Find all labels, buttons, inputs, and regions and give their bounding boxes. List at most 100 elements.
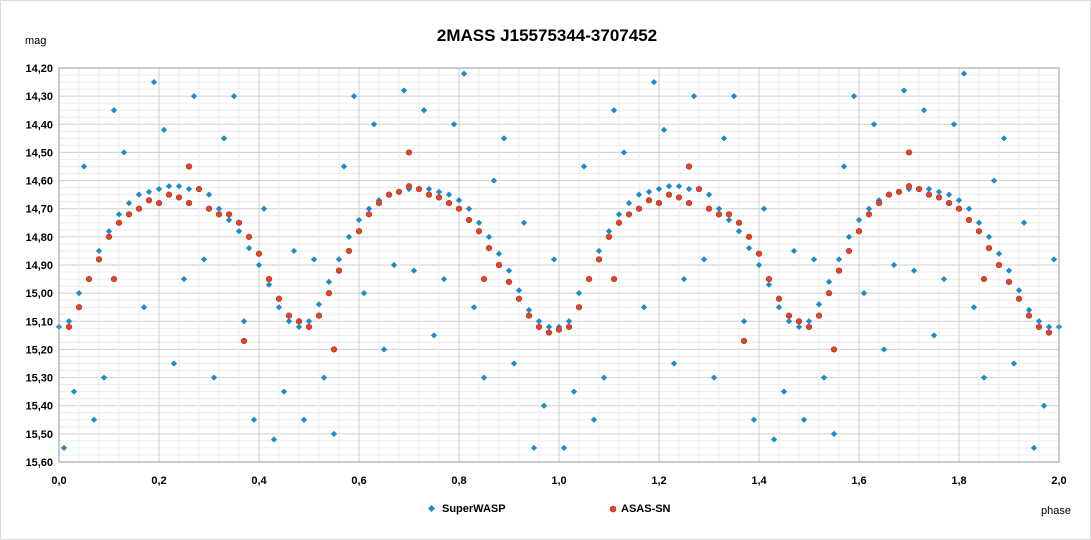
superwasp-point <box>730 93 738 100</box>
superwasp-point <box>240 318 248 325</box>
superwasp-point <box>665 183 673 190</box>
asas-sn-point <box>805 323 813 331</box>
superwasp-point <box>870 121 878 128</box>
superwasp-point <box>215 205 223 212</box>
asas-sn-point <box>315 312 323 319</box>
superwasp-point <box>975 219 983 226</box>
superwasp-point <box>210 374 218 381</box>
superwasp-point <box>740 318 748 325</box>
asas-sn-point <box>405 183 413 190</box>
y-tick-label: 15,40 <box>25 401 53 413</box>
asas-sn-point <box>975 228 983 235</box>
superwasp-point <box>805 318 813 325</box>
asas-sn-point <box>225 211 233 218</box>
superwasp-point <box>290 247 298 255</box>
y-tick-label: 14,60 <box>25 176 53 188</box>
asas-sn-point <box>675 194 683 201</box>
superwasp-point <box>550 256 558 263</box>
asas-sn-point <box>765 275 773 283</box>
superwasp-point <box>825 278 833 285</box>
superwasp-point <box>205 191 213 198</box>
superwasp-point <box>265 281 273 288</box>
asas-sn-point <box>215 211 223 218</box>
superwasp-point <box>580 163 588 170</box>
x-tick-label: 0,4 <box>251 475 267 487</box>
superwasp-point <box>435 188 443 195</box>
x-tick-label: 1,8 <box>951 475 966 487</box>
asas-sn-point <box>555 326 563 333</box>
superwasp-point <box>970 304 978 311</box>
asas-sn-point <box>1035 323 1043 331</box>
x-tick-label: 1,4 <box>751 475 767 487</box>
x-tick-label: 1,6 <box>851 475 866 487</box>
superwasp-point <box>590 416 598 423</box>
superwasp-point <box>330 430 338 437</box>
chart-title: 2MASS J15575344-3707452 <box>437 26 657 45</box>
superwasp-point <box>345 233 353 240</box>
superwasp-point <box>650 78 658 86</box>
superwasp-point <box>150 78 158 86</box>
superwasp-point <box>850 93 858 100</box>
asas-sn-point <box>815 312 823 319</box>
x-tick-label: 2,0 <box>1051 475 1066 487</box>
superwasp-point <box>935 188 943 195</box>
superwasp-point <box>705 191 713 198</box>
asas-sn-point <box>775 295 783 302</box>
asas-sn-point <box>465 216 473 224</box>
superwasp-point <box>745 245 753 252</box>
superwasp-point <box>1035 318 1043 325</box>
superwasp-point <box>950 121 958 128</box>
superwasp-point <box>230 93 238 100</box>
x-axis-label: phase <box>1041 505 1071 517</box>
asas-sn-point <box>480 275 488 283</box>
asas-sn-point <box>185 199 193 207</box>
asas-sn-point <box>95 256 103 263</box>
asas-sn-point <box>1045 329 1053 336</box>
superwasp-point <box>940 275 948 283</box>
x-tick-label: 1,2 <box>651 475 666 487</box>
asas-sn-point <box>610 275 618 283</box>
plot-border <box>58 67 1060 463</box>
superwasp-point <box>245 245 253 252</box>
superwasp-point <box>595 247 603 255</box>
superwasp-point <box>515 287 523 294</box>
superwasp-point <box>135 191 143 198</box>
superwasp-point <box>295 323 303 331</box>
asas-sn-point <box>1015 295 1023 302</box>
superwasp-point <box>655 185 663 193</box>
superwasp-point <box>160 126 168 134</box>
y-tick-label: 15,50 <box>25 429 53 441</box>
superwasp-point <box>175 183 183 190</box>
superwasp-point <box>570 388 578 395</box>
asas-sn-point <box>495 261 503 269</box>
superwasp-point <box>930 332 938 339</box>
superwasp-point <box>95 247 103 255</box>
superwasp-point <box>910 267 918 274</box>
superwasp-point <box>200 256 208 263</box>
superwasp-point <box>715 205 723 212</box>
superwasp-point <box>255 261 263 269</box>
asas-sn-point <box>275 295 283 302</box>
superwasp-point <box>545 323 553 331</box>
x-tick-label: 1,0 <box>551 475 566 487</box>
superwasp-point <box>900 87 908 94</box>
asas-sn-point <box>830 346 838 353</box>
superwasp-point <box>125 199 133 207</box>
y-tick-label: 14,70 <box>25 204 53 216</box>
superwasp-point <box>90 416 98 423</box>
x-tick-label: 0,0 <box>51 475 66 487</box>
asas-sn-point <box>415 185 423 193</box>
superwasp-point <box>1020 219 1028 226</box>
superwasp-point <box>170 360 178 367</box>
asas-sn-point <box>665 191 673 198</box>
superwasp-point <box>155 185 163 193</box>
superwasp-point <box>525 306 533 314</box>
superwasp-point <box>865 205 873 212</box>
asas-sn-point <box>145 197 153 204</box>
asas-sn-point <box>325 290 333 297</box>
asas-sn-point <box>605 233 613 240</box>
asas-sn-point <box>935 194 943 201</box>
asas-sn-point <box>155 199 163 207</box>
superwasp-point <box>990 177 998 184</box>
superwasp-point <box>535 318 543 325</box>
